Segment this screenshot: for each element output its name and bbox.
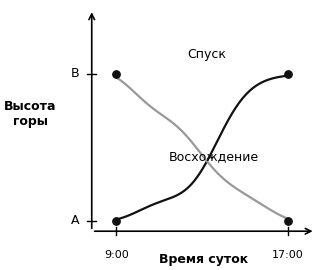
- Text: Восхождение: Восхождение: [168, 150, 258, 163]
- Point: [285, 71, 290, 76]
- Point: [285, 218, 290, 223]
- Text: 9:00: 9:00: [104, 250, 129, 260]
- Point: [114, 218, 119, 223]
- Text: Спуск: Спуск: [187, 48, 226, 61]
- Text: A: A: [71, 214, 79, 227]
- Text: B: B: [71, 67, 79, 80]
- Point: [114, 71, 119, 76]
- Text: Высота
горы: Высота горы: [4, 100, 57, 128]
- Text: Время суток: Время суток: [159, 253, 248, 266]
- Text: 17:00: 17:00: [272, 250, 304, 260]
